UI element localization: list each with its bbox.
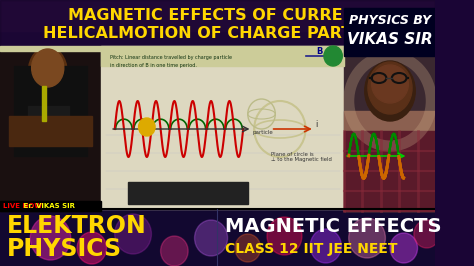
Text: CLASS 12 IIT JEE NEET: CLASS 12 IIT JEE NEET bbox=[225, 242, 397, 256]
Bar bbox=[128, 182, 248, 204]
Bar bbox=[27, 106, 69, 126]
Bar bbox=[0, 201, 101, 211]
Text: i: i bbox=[315, 120, 317, 129]
Text: Pitch: Linear distance travelled by charge particle: Pitch: Linear distance travelled by char… bbox=[110, 56, 232, 60]
Circle shape bbox=[30, 216, 71, 260]
Circle shape bbox=[414, 220, 439, 248]
Bar bbox=[0, 48, 435, 211]
Text: PHYSICS: PHYSICS bbox=[7, 237, 122, 261]
Bar bbox=[344, 131, 435, 211]
Bar bbox=[101, 46, 344, 66]
Bar bbox=[0, 0, 435, 48]
Ellipse shape bbox=[32, 49, 64, 87]
Text: VIKAS SIR: VIKAS SIR bbox=[347, 32, 433, 48]
Bar bbox=[344, 8, 435, 56]
Text: B: B bbox=[317, 47, 323, 56]
Bar bbox=[344, 48, 435, 211]
Bar bbox=[9, 116, 92, 146]
Circle shape bbox=[267, 217, 302, 255]
Bar bbox=[0, 46, 101, 51]
Ellipse shape bbox=[365, 61, 415, 121]
Bar bbox=[14, 66, 87, 156]
Bar bbox=[0, 48, 101, 211]
Circle shape bbox=[390, 233, 418, 263]
Circle shape bbox=[161, 236, 188, 266]
Text: MAGNETIC EFFECTS: MAGNETIC EFFECTS bbox=[225, 217, 441, 235]
Ellipse shape bbox=[368, 62, 412, 114]
Bar bbox=[101, 46, 344, 209]
Circle shape bbox=[138, 118, 155, 136]
Bar bbox=[0, 0, 435, 48]
Text: Er. VIKAS SIR: Er. VIKAS SIR bbox=[21, 203, 75, 209]
Bar bbox=[0, 0, 435, 31]
Circle shape bbox=[310, 229, 341, 263]
Bar bbox=[0, 48, 101, 211]
Circle shape bbox=[235, 234, 261, 262]
Ellipse shape bbox=[28, 47, 67, 95]
Circle shape bbox=[115, 214, 151, 254]
Text: in direction of B in one time period.: in direction of B in one time period. bbox=[110, 63, 197, 68]
Text: HELICALMOTION OF CHARGE PARTICLE: HELICALMOTION OF CHARGE PARTICLE bbox=[44, 27, 392, 41]
Circle shape bbox=[349, 218, 385, 258]
Circle shape bbox=[194, 220, 228, 256]
Bar bbox=[344, 111, 435, 211]
Text: Plane of circle is
⊥ to the Magnetic field: Plane of circle is ⊥ to the Magnetic fie… bbox=[271, 152, 332, 163]
Ellipse shape bbox=[372, 65, 409, 103]
Bar bbox=[0, 209, 435, 266]
Text: MAGNETIC EFFECTS OF CURRENT: MAGNETIC EFFECTS OF CURRENT bbox=[68, 7, 367, 23]
Text: ELEKTRON: ELEKTRON bbox=[7, 214, 147, 238]
Circle shape bbox=[77, 232, 107, 264]
Bar bbox=[42, 86, 46, 121]
Text: LIVE NOW: LIVE NOW bbox=[3, 203, 42, 209]
Text: particle: particle bbox=[252, 130, 273, 135]
Circle shape bbox=[324, 46, 342, 66]
Text: PHYSICS BY: PHYSICS BY bbox=[349, 15, 431, 27]
